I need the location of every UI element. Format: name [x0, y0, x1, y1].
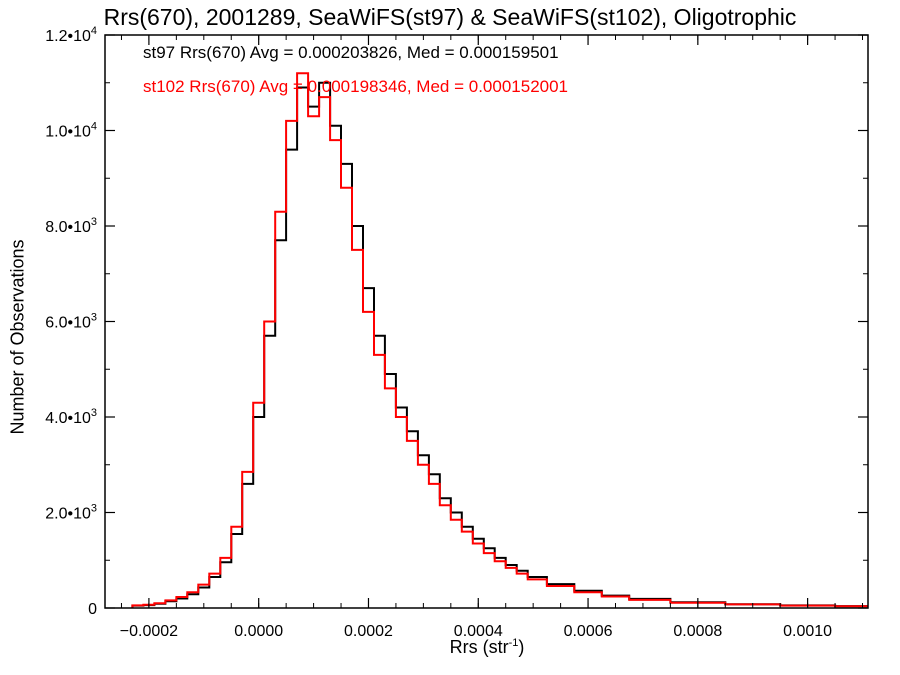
plot-frame: [104, 34, 869, 609]
series-2-histogram: [131, 72, 868, 608]
x-axis-label-close: ): [518, 637, 525, 657]
y-tick-label-4: 8.0•103: [45, 216, 97, 236]
x-tick-label-6: 0.0010: [783, 623, 832, 640]
x-tick-label-1: 0.0000: [234, 623, 283, 640]
chart-title: Rrs(670), 2001289, SeaWiFS(st97) & SeaWi…: [103, 4, 797, 30]
y-tick-label-1: 2.0•103: [45, 503, 97, 523]
y-tick-label-5: 1.0•104: [45, 121, 97, 141]
x-tick-label-2: 0.0002: [344, 623, 393, 640]
y-tick-label-6: 1.2•104: [45, 25, 97, 45]
axis-layer: −0.0002 0.0000 0.0002 0.0004 0.0006 0.0008 0.0…: [45, 25, 868, 640]
series-1-stats: st97 Rrs(670) Avg = 0.000203826, Med = 0…: [143, 43, 559, 62]
series-layer: [131, 72, 868, 608]
series-2-stats: st102 Rrs(670) Avg = 0.000198346, Med = …: [143, 77, 569, 96]
series-1-histogram: [131, 81, 868, 608]
x-tick-label-5: 0.0008: [673, 623, 722, 640]
x-tick-label-4: 0.0006: [564, 623, 613, 640]
x-axis-label: Rrs (str-1): [450, 637, 525, 658]
x-axis-label-exponent: -1: [508, 637, 519, 649]
y-axis-label: Number of Observations: [7, 239, 28, 435]
x-tick-label-0: −0.0002: [120, 623, 178, 640]
y-tick-label-0: 0: [88, 601, 97, 618]
y-tick-label-2: 4.0•103: [45, 407, 97, 427]
x-tick-label-3: 0.0004: [454, 623, 503, 640]
y-tick-label-3: 6.0•103: [45, 312, 97, 332]
x-axis-label-base: Rrs (str: [449, 637, 509, 657]
